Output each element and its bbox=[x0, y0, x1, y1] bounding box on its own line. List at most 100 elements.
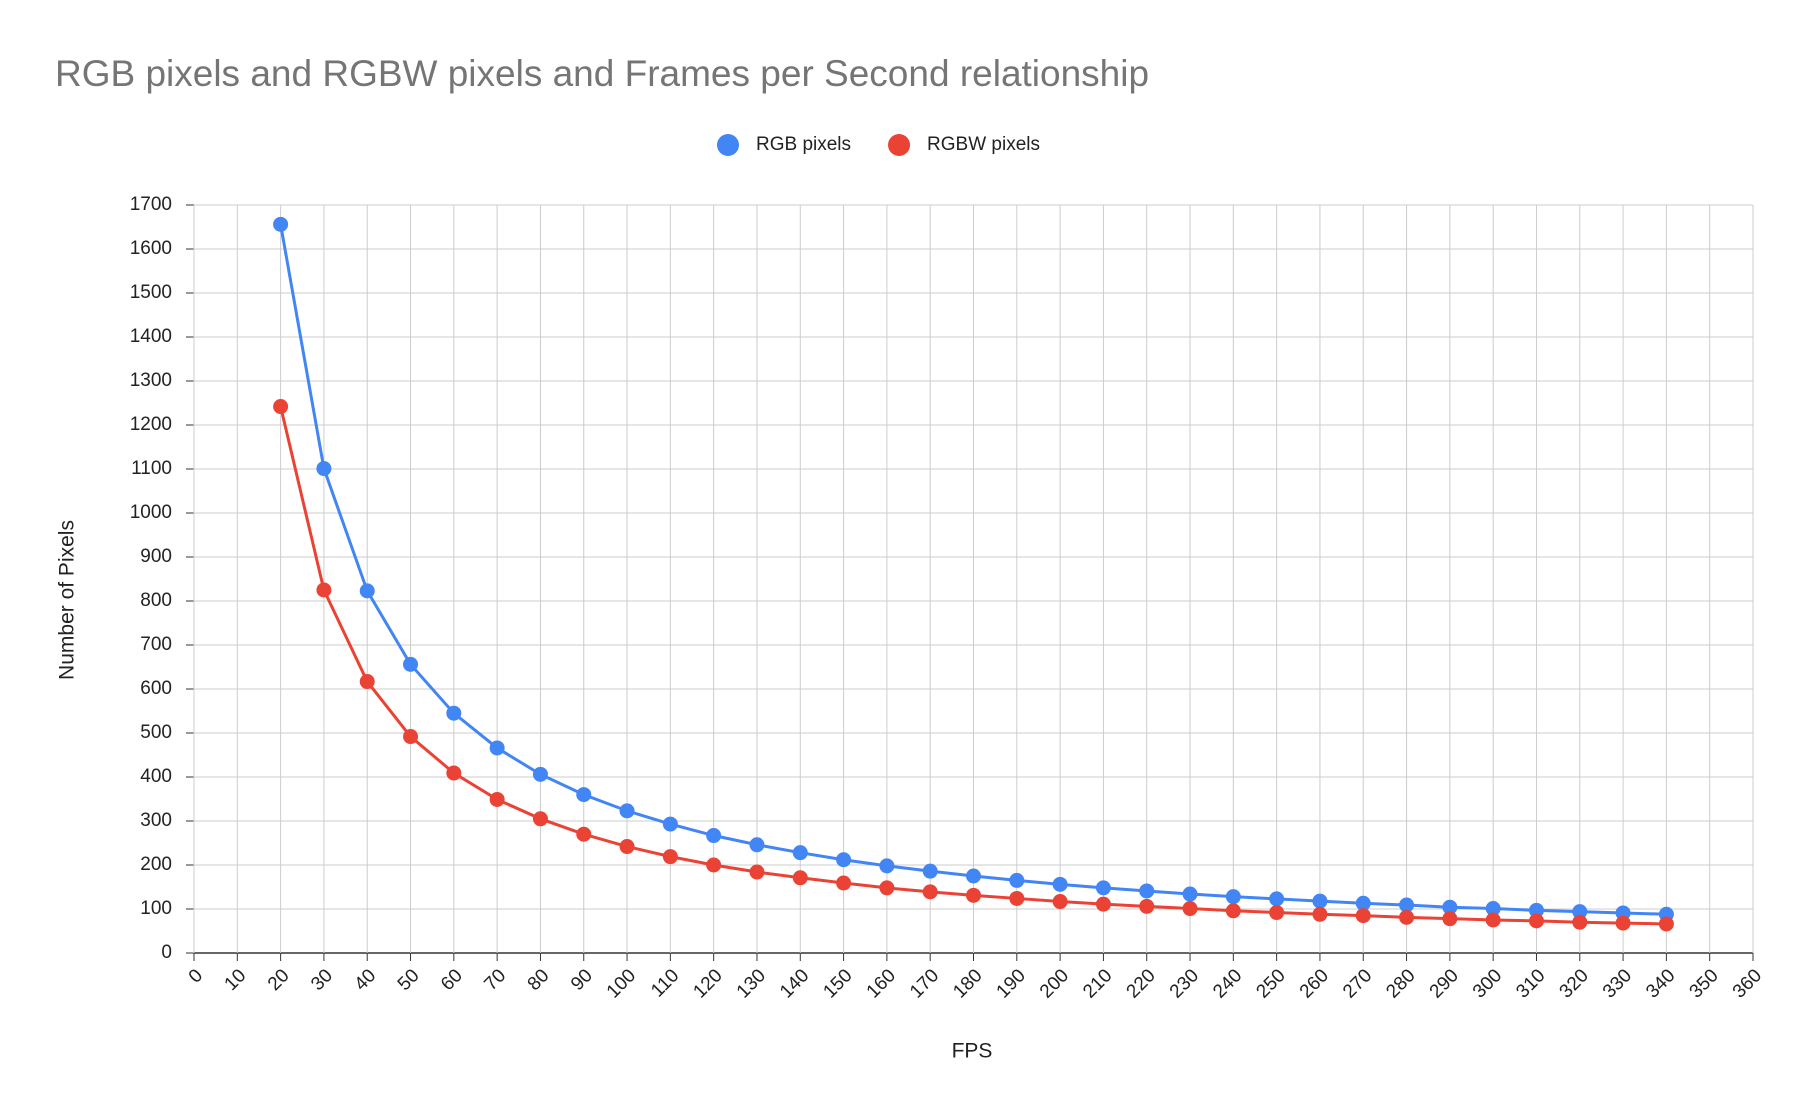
data-point bbox=[1139, 883, 1155, 899]
y-tick-label: 300 bbox=[140, 810, 172, 831]
x-axis-label: FPS bbox=[952, 1040, 993, 1063]
data-point bbox=[1225, 889, 1241, 905]
x-tick-label: 50 bbox=[394, 965, 424, 995]
data-point bbox=[879, 880, 895, 896]
y-tick-label: 500 bbox=[140, 722, 172, 743]
data-point bbox=[1442, 899, 1458, 915]
legend-marker bbox=[717, 134, 739, 156]
data-point bbox=[316, 582, 332, 598]
data-point bbox=[1528, 913, 1544, 929]
y-tick-label: 1500 bbox=[130, 282, 172, 303]
data-point bbox=[1139, 898, 1155, 914]
data-point bbox=[532, 811, 548, 827]
y-tick-label: 200 bbox=[140, 854, 172, 875]
data-point bbox=[576, 826, 592, 842]
x-tick-label: 120 bbox=[689, 965, 726, 1002]
data-point bbox=[1399, 897, 1415, 913]
data-point bbox=[403, 656, 419, 672]
y-tick-label: 1300 bbox=[130, 370, 172, 391]
x-tick-label: 290 bbox=[1426, 965, 1463, 1002]
data-point bbox=[1095, 880, 1111, 896]
y-tick-label: 800 bbox=[140, 590, 172, 611]
x-tick-label: 40 bbox=[351, 965, 381, 995]
x-tick-label: 200 bbox=[1036, 965, 1073, 1002]
x-tick-label: 100 bbox=[603, 965, 640, 1002]
data-point bbox=[359, 583, 375, 599]
x-tick-label: 220 bbox=[1123, 965, 1160, 1002]
data-point bbox=[1312, 893, 1328, 909]
data-point bbox=[489, 791, 505, 807]
chart-title: RGB pixels and RGBW pixels and Frames pe… bbox=[55, 53, 1149, 94]
y-tick-label: 0 bbox=[161, 942, 172, 963]
data-point bbox=[966, 887, 981, 903]
data-point bbox=[836, 852, 852, 868]
data-point bbox=[749, 837, 765, 853]
data-point bbox=[1312, 906, 1328, 922]
y-tick-label: 1700 bbox=[130, 194, 172, 215]
data-point bbox=[316, 461, 332, 477]
x-tick-label: 160 bbox=[863, 965, 900, 1002]
x-tick-label: 90 bbox=[567, 965, 597, 995]
data-point bbox=[792, 870, 808, 886]
data-point bbox=[273, 399, 289, 415]
data-point bbox=[359, 674, 375, 690]
data-point bbox=[1572, 914, 1588, 930]
data-point bbox=[749, 864, 765, 880]
x-tick-label: 340 bbox=[1642, 965, 1679, 1002]
data-point bbox=[1269, 905, 1285, 921]
data-point bbox=[966, 868, 981, 884]
x-tick-label: 270 bbox=[1339, 965, 1376, 1002]
data-point bbox=[489, 740, 505, 756]
y-tick-label: 1200 bbox=[130, 414, 172, 435]
data-point bbox=[532, 766, 548, 782]
x-tick-label: 70 bbox=[480, 965, 510, 995]
y-tick-label: 100 bbox=[140, 898, 172, 919]
data-point bbox=[1615, 915, 1631, 931]
data-point bbox=[1528, 902, 1544, 918]
y-tick-label: 1100 bbox=[131, 458, 172, 479]
data-point bbox=[1009, 872, 1025, 888]
y-tick-label: 600 bbox=[140, 678, 172, 699]
x-tick-label: 240 bbox=[1209, 965, 1246, 1002]
x-tick-label: 170 bbox=[906, 965, 943, 1002]
data-point bbox=[619, 803, 635, 819]
x-tick-label: 300 bbox=[1469, 965, 1506, 1002]
data-point bbox=[836, 875, 852, 891]
data-point bbox=[619, 839, 635, 855]
data-point bbox=[1182, 886, 1198, 902]
data-point bbox=[1182, 901, 1198, 917]
x-tick-label: 80 bbox=[524, 965, 554, 995]
x-tick-label: 360 bbox=[1729, 965, 1766, 1002]
x-tick-label: 0 bbox=[185, 965, 207, 987]
x-tick-label: 20 bbox=[264, 965, 294, 995]
x-tick-label: 150 bbox=[819, 965, 856, 1002]
data-point bbox=[1009, 890, 1025, 906]
x-tick-label: 320 bbox=[1556, 965, 1593, 1002]
x-tick-label: 110 bbox=[647, 965, 683, 1001]
data-point bbox=[1485, 901, 1501, 917]
x-tick-label: 190 bbox=[993, 965, 1030, 1002]
x-tick-label: 230 bbox=[1166, 965, 1203, 1002]
x-tick-label: 130 bbox=[733, 965, 770, 1002]
data-point bbox=[879, 858, 895, 874]
x-tick-label: 250 bbox=[1252, 965, 1289, 1002]
y-axis-label: Number of Pixels bbox=[56, 520, 79, 680]
y-tick-label: 1400 bbox=[130, 326, 172, 347]
data-point bbox=[273, 216, 289, 232]
data-point bbox=[706, 857, 722, 873]
data-point bbox=[662, 816, 678, 832]
x-tick-label: 330 bbox=[1599, 965, 1636, 1002]
y-tick-label: 900 bbox=[140, 546, 172, 567]
data-point bbox=[922, 863, 938, 879]
data-point bbox=[446, 765, 462, 781]
x-tick-label: 140 bbox=[776, 965, 813, 1002]
y-tick-label: 1600 bbox=[130, 238, 172, 259]
x-tick-label: 350 bbox=[1686, 965, 1723, 1002]
data-point bbox=[1658, 916, 1674, 932]
y-tick-label: 400 bbox=[140, 766, 172, 787]
data-point bbox=[1355, 908, 1371, 924]
x-tick-label: 30 bbox=[307, 965, 337, 995]
x-tick-label: 60 bbox=[437, 965, 467, 995]
data-point bbox=[792, 845, 808, 861]
